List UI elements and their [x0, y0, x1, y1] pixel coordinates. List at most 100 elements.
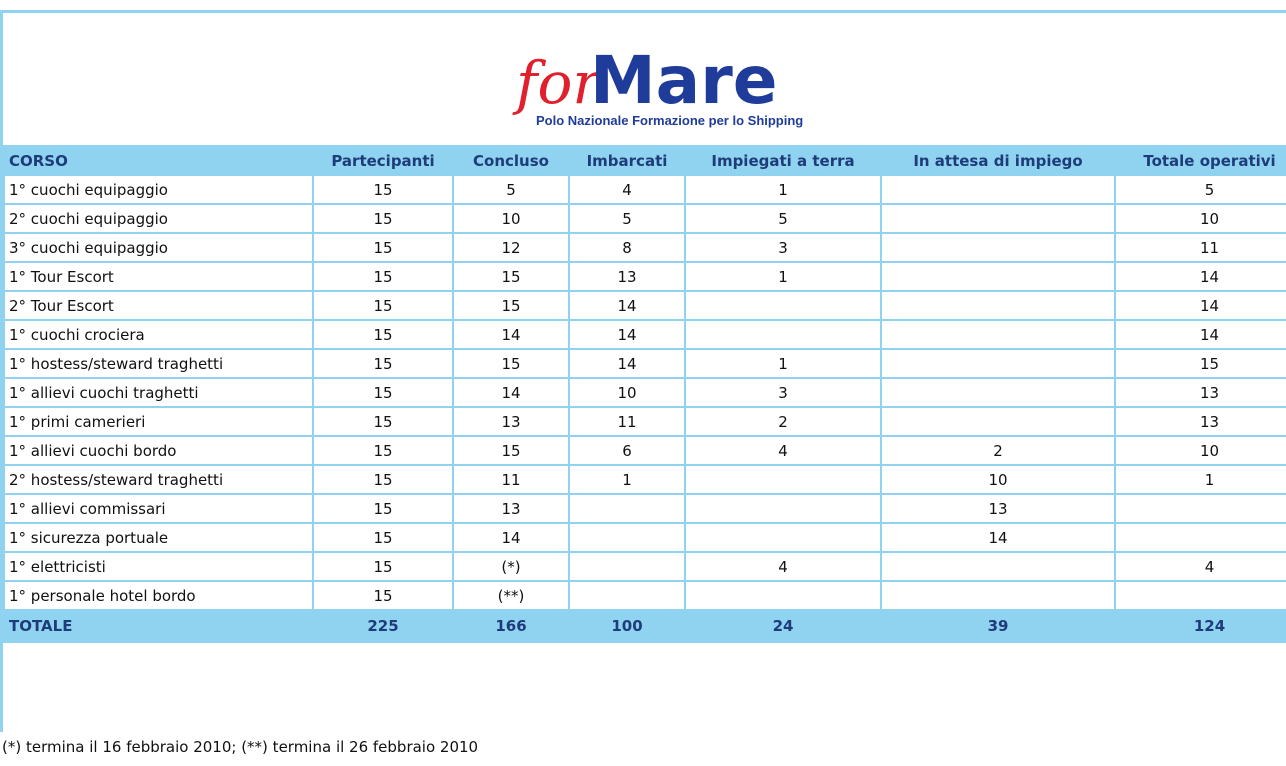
- cell: 6: [568, 435, 686, 466]
- body-row: 1° primi camerieri 15 13 11 2 13: [3, 406, 1286, 437]
- cell: [880, 377, 1116, 408]
- cell: 15: [312, 290, 454, 321]
- cell: 13: [452, 493, 570, 524]
- cell: (*): [452, 551, 570, 582]
- cell: 8: [568, 232, 686, 263]
- body-row: 1° personale hotel bordo 15 (**): [3, 580, 1286, 611]
- cell: [880, 348, 1116, 379]
- cell: 2° cuochi equipaggio: [3, 203, 314, 234]
- cell: 15: [312, 203, 454, 234]
- cell: [1114, 493, 1286, 524]
- cell: Concluso: [452, 145, 570, 176]
- cell: Imbarcati: [568, 145, 686, 176]
- cell: 14: [1114, 290, 1286, 321]
- body-row: 2° Tour Escort 15 15 14 14: [3, 290, 1286, 321]
- cell: [1114, 522, 1286, 553]
- cell: 13: [880, 493, 1116, 524]
- logo-mare: Mare: [590, 42, 778, 119]
- cell: 13: [568, 261, 686, 292]
- body-row: 1° sicurezza portuale 15 14 14: [3, 522, 1286, 553]
- cell: 14: [568, 348, 686, 379]
- cell: 4: [1114, 551, 1286, 582]
- cell: 14: [568, 319, 686, 350]
- cell: 1° elettricisti: [3, 551, 314, 582]
- cell: 225: [312, 609, 454, 643]
- cell: 1° allievi commissari: [3, 493, 314, 524]
- cell: 15: [312, 377, 454, 408]
- cell: 4: [684, 551, 882, 582]
- cell: 15: [452, 435, 570, 466]
- cell: [568, 493, 686, 524]
- cell: [880, 232, 1116, 263]
- cell: 15: [312, 406, 454, 437]
- cell: 10: [568, 377, 686, 408]
- cell: 5: [1114, 174, 1286, 205]
- cell: [684, 319, 882, 350]
- cell: 15: [452, 261, 570, 292]
- body-row: 1° allievi commissari 15 13 13: [3, 493, 1286, 524]
- body-row: 1° elettricisti 15 (*) 4 4: [3, 551, 1286, 582]
- cell: 14: [1114, 319, 1286, 350]
- body-row: 2° hostess/steward traghetti 15 11 1 10 1: [3, 464, 1286, 495]
- cell: 1° primi camerieri: [3, 406, 314, 437]
- cell: 15: [452, 290, 570, 321]
- cell: [568, 522, 686, 553]
- cell: 1° Tour Escort: [3, 261, 314, 292]
- cell: 5: [452, 174, 570, 205]
- cell: 15: [312, 522, 454, 553]
- cell: 1° personale hotel bordo: [3, 580, 314, 611]
- cell: 13: [1114, 406, 1286, 437]
- cell: 1: [568, 464, 686, 495]
- tot-row: TOTALE 225 166 100 24 39 124: [3, 609, 1286, 643]
- cell: [1114, 580, 1286, 611]
- cell: 1° hostess/steward traghetti: [3, 348, 314, 379]
- cell: [684, 464, 882, 495]
- cell: 1° cuochi equipaggio: [3, 174, 314, 205]
- body-row: 1° cuochi crociera 15 14 14 14: [3, 319, 1286, 350]
- cell: 15: [312, 493, 454, 524]
- cell: 10: [452, 203, 570, 234]
- head-row: CORSO Partecipanti Concluso Imbarcati Impieg…: [3, 145, 1286, 176]
- cell: 14: [452, 319, 570, 350]
- cell: [880, 551, 1116, 582]
- cell: 14: [568, 290, 686, 321]
- cell: 1° sicurezza portuale: [3, 522, 314, 553]
- cell: 124: [1114, 609, 1286, 643]
- cell: (**): [452, 580, 570, 611]
- cell: 1: [684, 174, 882, 205]
- cell: 2° Tour Escort: [3, 290, 314, 321]
- cell: 39: [880, 609, 1116, 643]
- body-row: 1° allievi cuochi bordo 15 15 6 4 2 10: [3, 435, 1286, 466]
- cell: [880, 174, 1116, 205]
- cell: 11: [1114, 232, 1286, 263]
- cell: [684, 493, 882, 524]
- cell: 5: [684, 203, 882, 234]
- cell: 12: [452, 232, 570, 263]
- cell: [880, 203, 1116, 234]
- cell: 100: [568, 609, 686, 643]
- cell: 24: [684, 609, 882, 643]
- cell: 15: [312, 435, 454, 466]
- cell: Partecipanti: [312, 145, 454, 176]
- cell: 13: [1114, 377, 1286, 408]
- cell: [880, 290, 1116, 321]
- cell: 2: [684, 406, 882, 437]
- cell: 15: [312, 232, 454, 263]
- body-row: 3° cuochi equipaggio 15 12 8 3 11: [3, 232, 1286, 263]
- cell: [684, 522, 882, 553]
- cell: 15: [312, 174, 454, 205]
- cell: [568, 551, 686, 582]
- cell: 15: [312, 464, 454, 495]
- body-row: 2° cuochi equipaggio 15 10 5 5 10: [3, 203, 1286, 234]
- cell: 2° hostess/steward traghetti: [3, 464, 314, 495]
- cell: 14: [1114, 261, 1286, 292]
- cell: 10: [880, 464, 1116, 495]
- cell: 15: [452, 348, 570, 379]
- cell: 1° allievi cuochi bordo: [3, 435, 314, 466]
- cell: CORSO: [3, 145, 314, 176]
- body-row: 1° hostess/steward traghetti 15 15 14 1 15: [3, 348, 1286, 379]
- cell: 11: [568, 406, 686, 437]
- cell: TOTALE: [3, 609, 314, 643]
- cell: [568, 580, 686, 611]
